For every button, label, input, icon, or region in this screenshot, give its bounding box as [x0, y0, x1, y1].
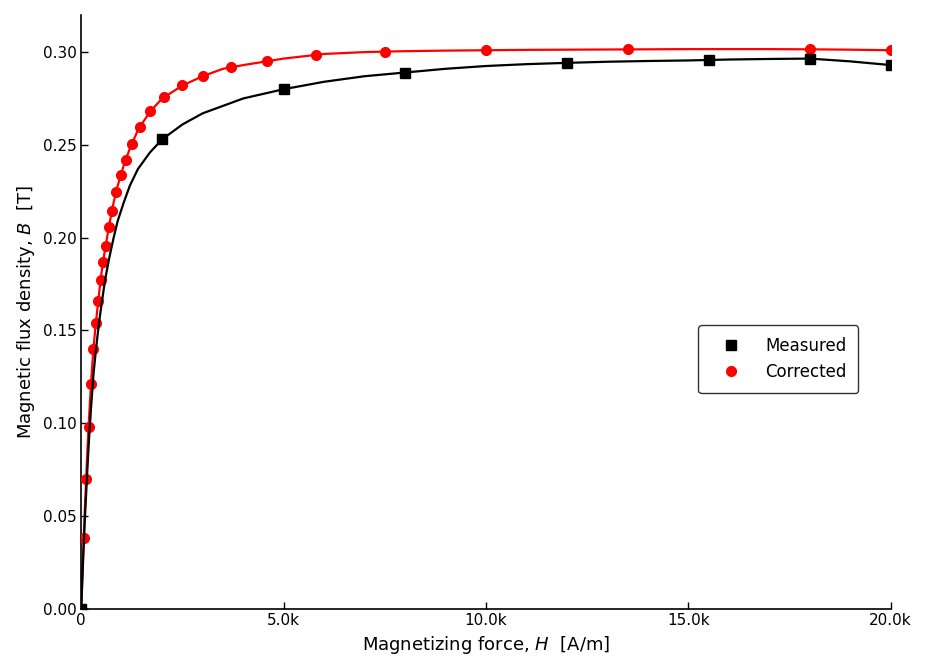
Corrected	[85, 380, 96, 388]
Corrected	[885, 46, 896, 54]
Corrected	[100, 242, 111, 250]
Corrected	[110, 189, 121, 197]
Measured	[400, 68, 411, 76]
Corrected	[121, 156, 132, 164]
Measured	[278, 85, 289, 93]
Corrected	[83, 423, 95, 431]
Corrected	[107, 207, 118, 215]
Measured	[703, 56, 714, 64]
Measured	[157, 136, 168, 144]
Corrected	[311, 51, 322, 59]
Corrected	[88, 345, 99, 353]
Corrected	[379, 48, 390, 56]
Corrected	[103, 223, 114, 231]
Measured	[885, 61, 896, 69]
Corrected	[622, 46, 633, 54]
Corrected	[115, 170, 126, 178]
Measured	[76, 605, 87, 613]
Corrected	[76, 605, 87, 613]
Corrected	[126, 140, 137, 148]
Line: Measured: Measured	[76, 54, 895, 613]
Legend: Measured, Corrected: Measured, Corrected	[698, 325, 858, 393]
Corrected	[177, 81, 188, 89]
Corrected	[78, 534, 89, 542]
Corrected	[480, 46, 491, 54]
Corrected	[97, 258, 108, 266]
Corrected	[95, 276, 107, 284]
Corrected	[225, 63, 236, 71]
Measured	[805, 54, 816, 62]
Corrected	[90, 319, 101, 327]
Corrected	[159, 93, 170, 101]
X-axis label: Magnetizing force, $H$  [A/m]: Magnetizing force, $H$ [A/m]	[362, 634, 610, 656]
Corrected	[93, 297, 104, 305]
Corrected	[145, 107, 156, 115]
Line: Corrected: Corrected	[76, 44, 895, 613]
Corrected	[805, 45, 816, 53]
Y-axis label: Magnetic flux density, $B$  [T]: Magnetic flux density, $B$ [T]	[15, 185, 37, 439]
Corrected	[262, 57, 273, 65]
Measured	[562, 59, 573, 67]
Corrected	[134, 123, 146, 131]
Corrected	[197, 72, 209, 81]
Corrected	[81, 474, 92, 482]
